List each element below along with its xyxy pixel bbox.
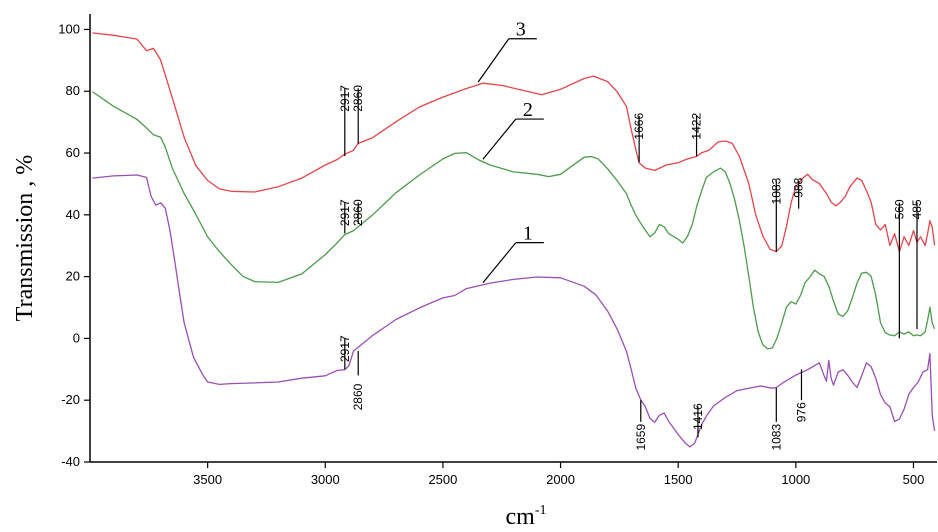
x-axis-title-base: cm [506, 504, 536, 530]
peak-label: 988 [792, 177, 806, 197]
series-line-3 [92, 32, 936, 253]
curve-labels: 3 2 1 [477, 19, 544, 284]
peak-label: 976 [794, 402, 808, 422]
y-tick-label: 60 [66, 145, 80, 160]
curve-label-leader [482, 118, 517, 160]
y-tick-label: -20 [61, 392, 80, 407]
peak-label: 1659 [634, 424, 648, 451]
curve-label-leader [482, 242, 517, 284]
peak-label: 2917 [338, 85, 352, 112]
peak-label: 485 [910, 199, 924, 219]
axes [89, 14, 937, 463]
peak-label: 2860 [351, 383, 365, 410]
peak-label: 1416 [691, 403, 705, 430]
x-tick-label: 3500 [193, 472, 222, 487]
curve-label: 3 [516, 19, 526, 41]
curve-label-leader [477, 38, 510, 83]
series-line-2 [92, 91, 936, 350]
curve-label: 1 [523, 223, 533, 245]
peak-label: 1083 [769, 424, 783, 451]
peak-label: 2917 [338, 335, 352, 362]
y-tick-label: 80 [66, 83, 80, 98]
peak-label: 560 [892, 199, 906, 219]
peak-label: 1666 [632, 113, 646, 140]
curve-label: 2 [523, 99, 533, 121]
x-tick-label: 2500 [428, 472, 457, 487]
peak-label: 2860 [351, 85, 365, 112]
y-tick-label: 100 [58, 21, 80, 36]
y-tick-label: 40 [66, 207, 80, 222]
y-tick-label: 20 [66, 269, 80, 284]
x-tick-label: 3000 [311, 472, 340, 487]
y-tick-label: 0 [73, 330, 80, 345]
series-group [92, 32, 936, 448]
y-axis-title: Transmission , % [12, 155, 38, 321]
peak-label: 1083 [769, 177, 783, 204]
x-tick-label: 500 [903, 472, 925, 487]
x-axis-title-superscript: -1 [535, 503, 547, 518]
x-tick-label: 2000 [546, 472, 575, 487]
x-axis-title: cm-1 [506, 503, 547, 530]
x-tick-label: 1000 [781, 472, 810, 487]
x-tick-label: 1500 [664, 472, 693, 487]
peak-label: 2860 [351, 199, 365, 226]
peak-label: 2917 [338, 199, 352, 226]
y-tick-label: -40 [61, 454, 80, 469]
peak-label: 1422 [690, 113, 704, 140]
series-line-1 [92, 174, 936, 448]
